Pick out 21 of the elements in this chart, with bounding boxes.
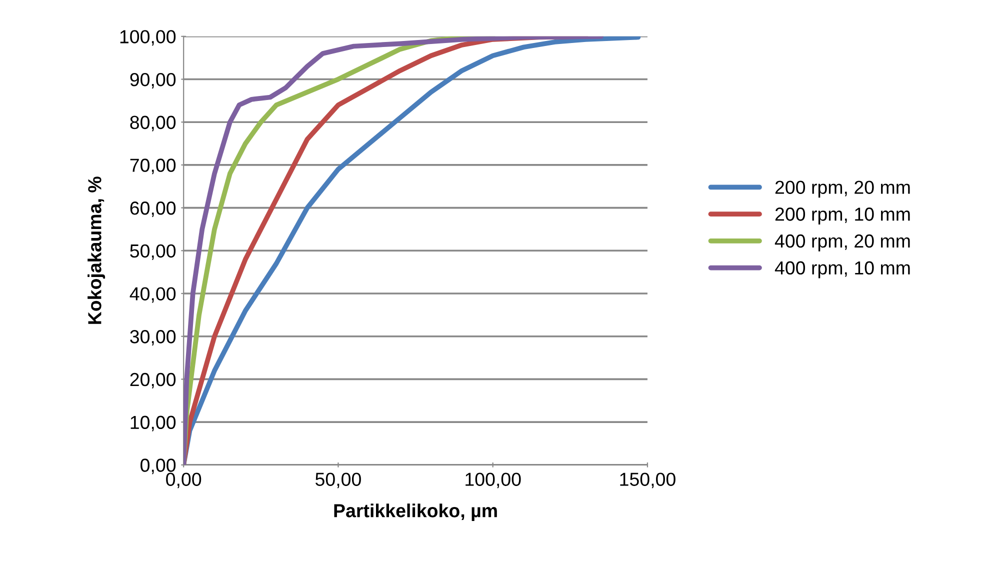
y-tick-label: 100,00 (120, 30, 176, 46)
y-axis-title: Kokojakauma, % (88, 176, 106, 324)
x-tick-label: 100,00 (466, 472, 521, 488)
y-tick-label: 80,00 (130, 116, 176, 132)
y-tick-label: 90,00 (130, 72, 176, 88)
y-tick-label: 10,00 (130, 416, 176, 432)
y-tick-label: 30,00 (130, 330, 176, 346)
x-tick-label: 150,00 (620, 472, 676, 488)
legend-label: 200 rpm, 20 mm (775, 180, 910, 198)
legend-label: 200 rpm, 10 mm (775, 208, 910, 225)
x-tick-label: 50,00 (316, 472, 361, 488)
y-tick-label: 40,00 (130, 287, 176, 303)
x-axis-title: Partikkelikoko, µm (334, 504, 497, 522)
y-tick-label: 0,00 (140, 458, 176, 474)
y-tick-label: 60,00 (130, 202, 176, 217)
y-tick-label: 20,00 (130, 372, 176, 388)
legend-label: 400 rpm, 10 mm (774, 261, 910, 278)
y-tick-label: 70,00 (130, 158, 176, 174)
legend-label: 400 rpm, 20 mm (774, 234, 910, 252)
y-tick-label: 50,00 (130, 244, 176, 260)
x-tick-label: 0,00 (166, 472, 202, 488)
